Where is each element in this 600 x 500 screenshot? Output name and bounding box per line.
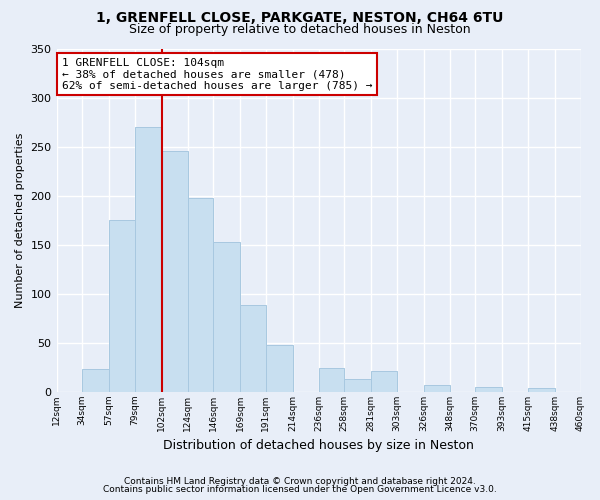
Bar [213,242,240,392]
Bar [109,220,135,392]
X-axis label: Distribution of detached houses by size in Neston: Distribution of detached houses by size … [163,440,474,452]
Bar [475,387,502,392]
Text: Size of property relative to detached houses in Neston: Size of property relative to detached ho… [129,22,471,36]
Bar [82,370,109,392]
Bar [371,372,397,392]
Bar [162,151,188,392]
Bar [344,380,371,392]
Bar [135,128,162,392]
Text: 1 GRENFELL CLOSE: 104sqm
← 38% of detached houses are smaller (478)
62% of semi-: 1 GRENFELL CLOSE: 104sqm ← 38% of detach… [62,58,372,91]
Text: Contains HM Land Registry data © Crown copyright and database right 2024.: Contains HM Land Registry data © Crown c… [124,477,476,486]
Text: Contains public sector information licensed under the Open Government Licence v3: Contains public sector information licen… [103,484,497,494]
Y-axis label: Number of detached properties: Number of detached properties [15,133,25,308]
Bar [424,385,449,392]
Bar [266,345,293,392]
Bar [240,305,266,392]
Text: 1, GRENFELL CLOSE, PARKGATE, NESTON, CH64 6TU: 1, GRENFELL CLOSE, PARKGATE, NESTON, CH6… [97,11,503,25]
Bar [188,198,213,392]
Bar [319,368,344,392]
Bar [528,388,555,392]
